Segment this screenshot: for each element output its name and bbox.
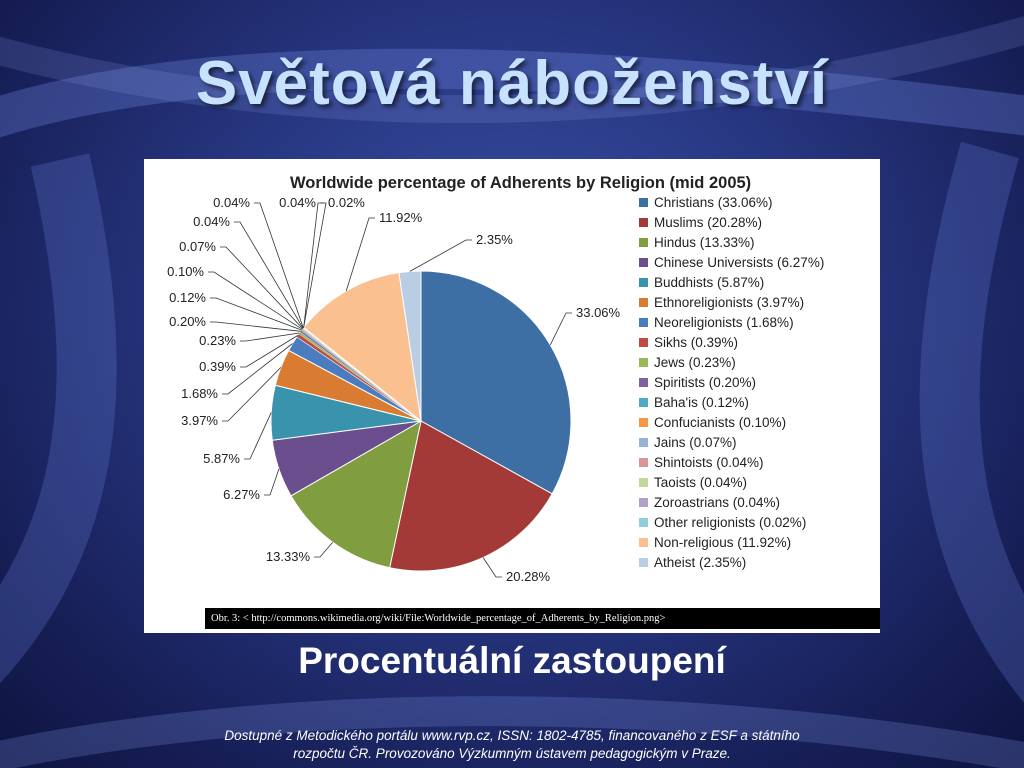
data-label-15: 0.04% (279, 195, 316, 210)
leader-line-5 (222, 367, 282, 422)
data-label-8: 0.23% (199, 333, 236, 348)
leader-line-4 (244, 412, 272, 460)
data-label-18: 2.35% (476, 232, 513, 247)
legend-swatch-11 (639, 418, 648, 427)
legend-label-12: Jains (0.07%) (654, 435, 737, 450)
data-label-16: 0.02% (328, 195, 365, 210)
legend-swatch-9 (639, 378, 648, 387)
leader-line-7 (240, 335, 299, 368)
leader-line-3 (264, 468, 280, 496)
legend-label-7: Sikhs (0.39%) (654, 335, 738, 350)
data-label-1: 20.28% (506, 569, 551, 584)
image-caption: Obr. 3: < http://commons.wikimedia.org/w… (205, 608, 880, 629)
leader-lines (208, 202, 572, 578)
pie-chart: Worldwide percentage of Adherents by Rel… (167, 174, 824, 584)
data-label-4: 5.87% (203, 451, 240, 466)
chart-legend: Christians (33.06%) Muslims (20.28%) Hindu… (639, 195, 824, 570)
data-label-6: 1.68% (181, 386, 218, 401)
legend-swatch-14 (639, 478, 648, 487)
chart-panel: Worldwide percentage of Adherents by Rel… (144, 159, 880, 633)
legend-label-5: Ethnoreligionists (3.97%) (654, 295, 804, 310)
footer-line-1: Dostupné z Metodického portálu www.rvp.c… (224, 728, 800, 743)
data-label-2: 13.33% (266, 549, 311, 564)
data-label-9: 0.20% (169, 314, 206, 329)
legend-label-4: Buddhists (5.87%) (654, 275, 764, 290)
legend-swatch-16 (639, 518, 648, 527)
legend-label-8: Jews (0.23%) (654, 355, 736, 370)
legend-label-1: Muslims (20.28%) (654, 215, 762, 230)
legend-swatch-15 (639, 498, 648, 507)
leader-line-0 (549, 312, 572, 346)
footer-line-2: rozpočtu ČR. Provozováno Výzkumným ústav… (293, 746, 731, 761)
data-label-5: 3.97% (181, 413, 218, 428)
legend-label-10: Baha'is (0.12%) (654, 395, 749, 410)
legend-swatch-12 (639, 438, 648, 447)
leader-line-18 (409, 239, 472, 272)
leader-line-13 (234, 221, 304, 329)
data-label-14: 0.04% (213, 195, 250, 210)
pie-slices (270, 270, 572, 572)
data-label-10: 0.12% (169, 290, 206, 305)
data-label-3: 6.27% (223, 487, 260, 502)
legend-swatch-17 (639, 538, 648, 547)
legend-label-2: Hindus (13.33%) (654, 235, 755, 250)
legend-label-3: Chinese Universists (6.27%) (654, 255, 824, 270)
legend-swatch-1 (639, 218, 648, 227)
leader-line-16 (303, 202, 324, 328)
legend-label-0: Christians (33.06%) (654, 195, 773, 210)
leader-line-10 (210, 297, 302, 331)
legend-label-15: Zoroastrians (0.04%) (654, 495, 780, 510)
data-label-0: 33.06% (576, 305, 621, 320)
leader-line-12 (220, 246, 304, 329)
legend-label-9: Spiritists (0.20%) (654, 375, 756, 390)
data-labels: 33.06% 20.28% 13.33% 6.27% 5.87% 3.97% 1.68% 0.… (167, 195, 620, 584)
data-label-17: 11.92% (379, 210, 423, 225)
chart-title: Worldwide percentage of Adherents by Rel… (290, 174, 751, 192)
leader-line-6 (222, 343, 293, 395)
legend-swatch-13 (639, 458, 648, 467)
data-label-12: 0.07% (179, 239, 216, 254)
legend-label-11: Confucianists (0.10%) (654, 415, 786, 430)
leader-line-14 (254, 202, 304, 329)
pie-slice-1 (389, 420, 553, 572)
slide-subtitle: Procentuální zastoupení (298, 640, 726, 681)
legend-swatch-2 (639, 238, 648, 247)
legend-label-18: Atheist (2.35%) (654, 555, 746, 570)
legend-swatch-7 (639, 338, 648, 347)
legend-label-17: Non-religious (11.92%) (654, 535, 791, 550)
legend-swatch-4 (639, 278, 648, 287)
leader-line-1 (482, 557, 502, 578)
legend-label-16: Other religionists (0.02%) (654, 515, 806, 530)
legend-swatch-0 (639, 198, 648, 207)
footer-note: Dostupné z Metodického portálu www.rvp.c… (150, 727, 874, 763)
data-label-11: 0.10% (167, 264, 204, 279)
slide-title: Světová náboženství (195, 49, 829, 118)
data-label-7: 0.39% (199, 359, 236, 374)
leader-line-2 (314, 542, 334, 558)
leader-line-11 (208, 271, 303, 330)
legend-swatch-3 (639, 258, 648, 267)
leader-line-8 (240, 332, 300, 342)
legend-swatch-10 (639, 398, 648, 407)
leader-line-9 (210, 321, 301, 332)
leader-line-17 (345, 217, 375, 292)
legend-swatch-18 (639, 558, 648, 567)
data-label-13: 0.04% (193, 214, 230, 229)
legend-swatch-6 (639, 318, 648, 327)
pie-slice-2 (290, 420, 422, 569)
legend-swatch-8 (639, 358, 648, 367)
legend-swatch-5 (639, 298, 648, 307)
pie-slice-0 (420, 270, 572, 495)
legend-label-13: Shintoists (0.04%) (654, 455, 764, 470)
legend-label-14: Taoists (0.04%) (654, 475, 747, 490)
legend-label-6: Neoreligionists (1.68%) (654, 315, 794, 330)
